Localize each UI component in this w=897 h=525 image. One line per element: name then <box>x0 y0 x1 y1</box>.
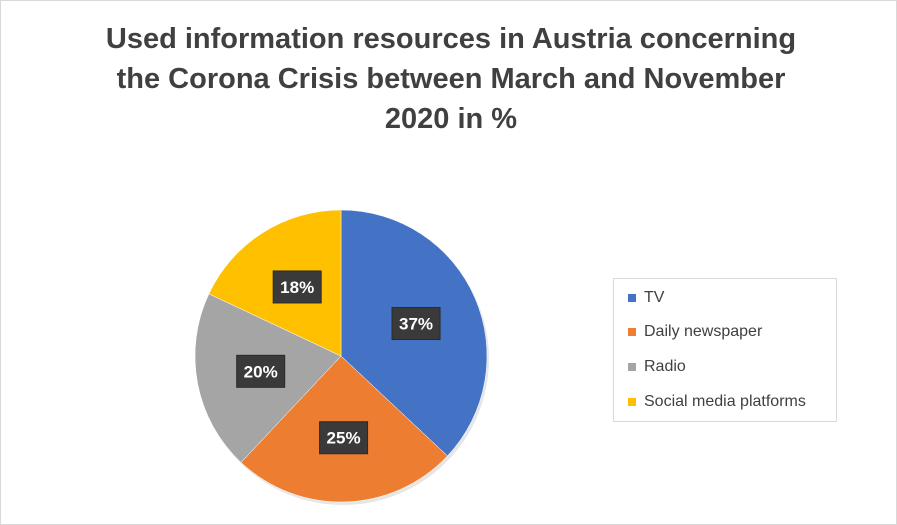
legend-label-tv: TV <box>644 289 665 306</box>
legend-swatch-social-media-platforms <box>628 398 636 406</box>
legend-item-radio: Radio <box>628 357 686 377</box>
legend-swatch-tv <box>628 294 636 302</box>
data-label-text-daily-newspaper: 25% <box>327 429 361 448</box>
legend-item-daily-newspaper: Daily newspaper <box>628 322 762 342</box>
data-label-social-media-platforms: 18% <box>272 270 322 304</box>
chart-title: Used information resources in Austria co… <box>61 19 841 139</box>
data-label-box-social-media-platforms <box>272 270 322 304</box>
data-label-daily-newspaper: 25% <box>319 421 369 455</box>
chart-title-line-3: 2020 in % <box>384 103 518 135</box>
data-label-text-social-media-platforms: 18% <box>280 278 314 297</box>
data-label-text-radio: 20% <box>244 362 278 381</box>
chart-title-line-1: Used information resources in Austria co… <box>105 23 797 55</box>
legend-item-social-media-platforms: Social media platforms <box>628 392 806 412</box>
legend-item-tv: TV <box>628 288 664 308</box>
data-label-box-radio <box>236 354 286 388</box>
chart-title-line-2: the Corona Crisis between March and Nove… <box>116 63 786 95</box>
legend-swatch-daily-newspaper <box>628 328 636 336</box>
legend-swatch-radio <box>628 363 636 371</box>
legend-label-social-media-platforms: Social media platforms <box>644 393 806 410</box>
legend: TV Daily newspaper Radio Social media pl… <box>613 278 837 422</box>
data-label-text-tv: 37% <box>399 315 433 334</box>
legend-label-radio: Radio <box>644 358 686 375</box>
legend-label-daily-newspaper: Daily newspaper <box>644 323 763 340</box>
data-label-box-tv <box>391 307 441 341</box>
data-label-radio: 20% <box>236 354 286 388</box>
data-label-box-daily-newspaper <box>319 421 369 455</box>
data-label-tv: 37% <box>391 307 441 341</box>
